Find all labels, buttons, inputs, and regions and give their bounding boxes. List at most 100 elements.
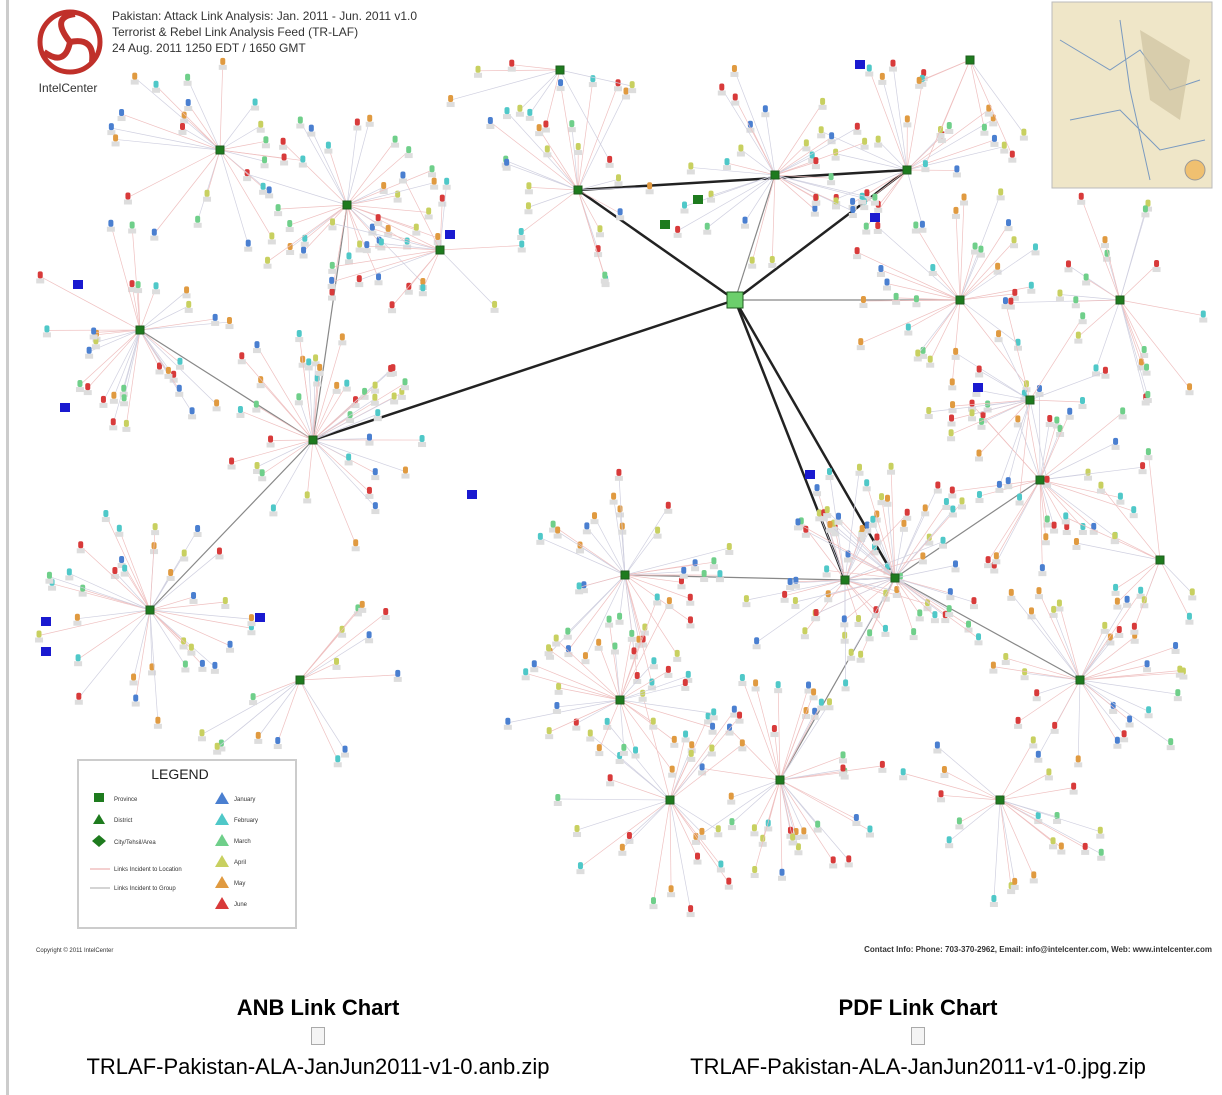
node-base: [687, 757, 695, 762]
node-icon: [607, 156, 612, 163]
node-icon: [597, 744, 602, 751]
node-base: [874, 143, 882, 148]
hub: [1076, 676, 1084, 684]
node-base: [403, 245, 411, 250]
node-base: [1030, 878, 1038, 883]
node-base: [122, 427, 130, 432]
node-icon: [111, 392, 116, 399]
node-icon: [702, 570, 707, 577]
node-icon: [1142, 346, 1147, 353]
node-icon: [811, 688, 816, 695]
node-base: [915, 84, 923, 89]
node-icon: [806, 682, 811, 689]
node-base: [179, 130, 187, 135]
node-icon: [1012, 878, 1017, 885]
node-icon: [330, 289, 335, 296]
download-link[interactable]: TRLAF-Pakistan-ALA-JanJun2011-v1-0.jpg.z…: [638, 1054, 1198, 1080]
node-base: [995, 488, 1003, 493]
node-icon: [867, 826, 872, 833]
node-base: [616, 215, 624, 220]
node-icon: [551, 521, 556, 528]
node-icon: [334, 382, 339, 389]
node-icon: [444, 178, 449, 185]
node-icon: [627, 832, 632, 839]
node-icon: [901, 520, 906, 527]
node-icon: [683, 730, 688, 737]
node-icon: [776, 681, 781, 688]
node-icon: [414, 224, 419, 231]
node-icon: [688, 616, 693, 623]
node-base: [694, 860, 702, 865]
node-icon: [911, 628, 916, 635]
node-icon: [309, 125, 314, 132]
node-base: [443, 185, 451, 190]
node-base: [194, 532, 202, 537]
node-icon: [122, 394, 127, 401]
node-base: [829, 863, 837, 868]
node-base: [664, 509, 672, 514]
node-icon: [977, 491, 982, 498]
node-base: [1029, 743, 1037, 748]
node-icon: [1102, 622, 1107, 629]
node-icon: [1099, 849, 1104, 856]
node-icon: [124, 420, 129, 427]
node-base: [814, 828, 822, 833]
node-base: [1116, 500, 1124, 505]
node-base: [363, 248, 371, 253]
legend-label: District: [114, 818, 133, 824]
node-icon: [255, 462, 260, 469]
node-base: [1027, 289, 1035, 294]
node-icon: [666, 666, 671, 673]
node-icon: [855, 123, 860, 130]
node-base: [750, 831, 758, 836]
node-icon: [1066, 260, 1071, 267]
node-icon: [920, 552, 925, 559]
node-base: [405, 290, 413, 295]
node-base: [503, 166, 511, 171]
node-base: [900, 527, 908, 532]
download-link[interactable]: TRLAF-Pakistan-ALA-JanJun2011-v1-0.anb.z…: [38, 1054, 598, 1080]
node-icon: [1076, 755, 1081, 762]
node-icon: [392, 392, 397, 399]
node-icon: [44, 325, 49, 332]
node-base: [878, 768, 886, 773]
node-base: [839, 758, 847, 763]
node-base: [530, 667, 538, 672]
node-base: [794, 525, 802, 530]
node-base: [951, 567, 959, 572]
node-icon: [864, 223, 869, 230]
hub: [146, 606, 154, 614]
node-base: [933, 748, 941, 753]
node-base: [1167, 745, 1175, 750]
node-base: [948, 421, 956, 426]
node-base: [716, 577, 724, 582]
node-base: [873, 541, 881, 546]
node-icon: [238, 406, 243, 413]
node-base: [586, 737, 594, 742]
node-icon: [1054, 417, 1059, 424]
node-base: [633, 679, 641, 684]
node-base: [942, 505, 950, 510]
node-base: [736, 719, 744, 724]
node-icon: [930, 264, 935, 271]
node-base: [992, 559, 1000, 564]
node-base: [213, 406, 221, 411]
node-icon: [373, 468, 378, 475]
node-base: [1070, 790, 1078, 795]
node-icon: [1016, 717, 1021, 724]
node-base: [1062, 519, 1070, 524]
group-node: [973, 383, 983, 392]
node-base: [387, 372, 395, 377]
node-base: [1001, 304, 1009, 309]
legend-label: April: [234, 860, 246, 866]
node-icon: [1145, 391, 1150, 398]
node-icon: [670, 766, 675, 773]
node-icon: [153, 523, 158, 530]
node-base: [154, 724, 162, 729]
node-base: [524, 209, 532, 214]
node-base: [257, 383, 265, 388]
node-icon: [991, 662, 996, 669]
node-base: [1010, 243, 1018, 248]
node-base: [859, 303, 867, 308]
node-icon: [262, 156, 267, 163]
